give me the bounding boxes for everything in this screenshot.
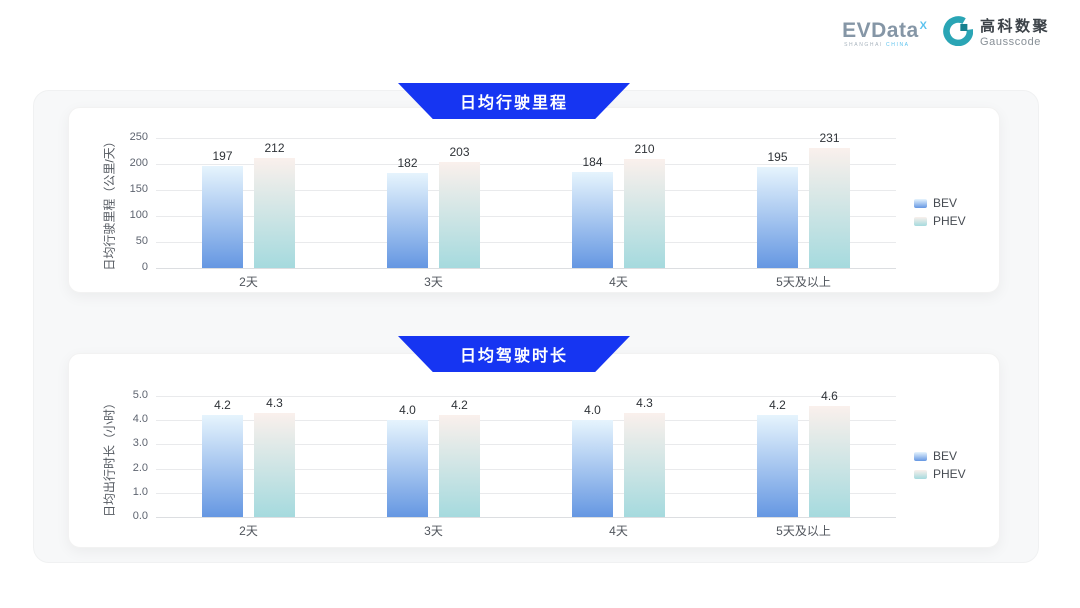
- legend-label: BEV: [933, 196, 958, 210]
- y-tick-label: 0.0: [132, 510, 148, 522]
- bar-bev[interactable]: [572, 172, 613, 268]
- y-tick-label: 150: [129, 183, 148, 195]
- bar-phev[interactable]: [254, 412, 295, 517]
- gridline: [156, 444, 896, 446]
- x-category-label: 5天及以上: [776, 275, 831, 289]
- bar-value-label: 4.2: [769, 398, 786, 413]
- y-tick-label: 200: [129, 157, 148, 169]
- legend-label: BEV: [933, 449, 958, 463]
- chart2-card: 日均出行时长（小时） 0.0 1.0 2.0 3.0 4.0 5.0 4.2 4.3 4.0 4.2…: [68, 353, 1000, 548]
- y-tick-label: 5.0: [132, 389, 148, 401]
- chart2-plot: 4.2 4.3 4.0 4.2 4.0 4.3 4.2 4.6: [156, 389, 896, 518]
- bar-phev[interactable]: [624, 158, 665, 268]
- evdata-wordmark: EVDataX: [842, 20, 927, 41]
- bar-value-label: 184: [582, 155, 603, 170]
- gridline: [156, 242, 896, 243]
- gridline: [156, 164, 896, 165]
- bar-bev[interactable]: [387, 173, 428, 268]
- chart1-title: 日均行驶里程: [459, 95, 568, 112]
- bar-value-label: 4.3: [636, 395, 653, 410]
- x-category-label: 4天: [609, 275, 628, 289]
- x-category-label: 2天: [239, 275, 258, 289]
- gausscode-cn: 高科数聚: [979, 18, 1050, 36]
- bar-value-label: 203: [449, 145, 470, 160]
- chart1-title-banner: 日均行驶里程: [398, 83, 630, 119]
- bar-value-label: 210: [634, 141, 655, 156]
- x-category-label: 2天: [239, 524, 258, 538]
- gausscode-text: 高科数聚 Gausscode: [980, 19, 1050, 48]
- bar-bev[interactable]: [387, 420, 428, 517]
- bar-value-label: 182: [397, 156, 418, 171]
- gridline: [156, 420, 896, 422]
- evdata-superscript: X: [919, 19, 927, 32]
- chart1-card: 日均行驶里程（公里/天） 0 50 100 150 200 250 197 212 182 203 1…: [68, 107, 1000, 293]
- header-logos: EVDataX SHANGHAI CHINA 高科数聚 Gausscode: [842, 16, 1050, 51]
- bar-bev[interactable]: [202, 165, 243, 268]
- evdata-subtext: SHANGHAI CHINA: [844, 41, 910, 48]
- bar-value-label: 4.6: [821, 388, 838, 403]
- legend-label: PHEV: [933, 467, 966, 481]
- bar-bev[interactable]: [202, 415, 243, 517]
- bar-value-label: 197: [212, 148, 233, 163]
- y-tick-label: 1.0: [132, 485, 148, 498]
- y-tick-label: 250: [129, 131, 148, 143]
- bar-value-label: 4.3: [266, 395, 283, 410]
- legend-item-phev[interactable]: PHEV: [914, 214, 966, 228]
- chart2-title-banner: 日均驾驶时长: [398, 336, 630, 372]
- gridline: [156, 396, 896, 397]
- x-category-label: 5天及以上: [776, 524, 831, 538]
- gridline: [156, 468, 896, 470]
- evdata-logo: EVDataX SHANGHAI CHINA: [842, 20, 927, 48]
- legend-item-bev[interactable]: BEV: [914, 196, 966, 210]
- bar-phev[interactable]: [439, 415, 480, 517]
- gridline: [156, 492, 896, 494]
- bar-bev[interactable]: [572, 420, 613, 517]
- gridline: [156, 517, 896, 518]
- gausscode-logo: 高科数聚 Gausscode: [943, 16, 1050, 51]
- evdata-name: EVData: [842, 18, 919, 42]
- bar-value-label: 231: [819, 130, 840, 145]
- legend-label: PHEV: [933, 214, 966, 228]
- x-category-label: 3天: [424, 275, 443, 289]
- gridline: [156, 216, 896, 217]
- gridline: [156, 138, 896, 139]
- gridline: [156, 190, 896, 191]
- bar-bev[interactable]: [757, 415, 798, 517]
- gausscode-icon: [943, 16, 974, 51]
- chart2-title: 日均驾驶时长: [459, 348, 568, 365]
- bar-phev[interactable]: [809, 405, 850, 517]
- gausscode-en: Gausscode: [979, 35, 1042, 48]
- bar-value-label: 212: [264, 140, 285, 155]
- y-tick-label: 4.0: [132, 413, 148, 426]
- chart1-legend: BEV PHEV: [914, 196, 966, 228]
- legend-item-phev[interactable]: PHEV: [914, 467, 966, 481]
- gridline: [156, 268, 896, 269]
- chart1-plot: 197 212 182 203 184 210 195 231: [156, 131, 896, 269]
- bar-bev[interactable]: [757, 166, 798, 268]
- y-tick-label: 100: [129, 209, 148, 221]
- bar-value-label: 4.2: [451, 398, 468, 413]
- legend-marker-bev: [914, 451, 927, 461]
- y-tick-label: 50: [135, 235, 148, 247]
- bar-value-label: 4.0: [584, 403, 601, 418]
- legend-marker-bev: [914, 198, 927, 208]
- x-category-label: 4天: [609, 524, 628, 538]
- bar-value-label: 195: [767, 149, 788, 164]
- y-tick-label: 3.0: [132, 437, 148, 450]
- legend-marker-phev: [914, 216, 927, 226]
- bar-phev[interactable]: [254, 157, 295, 268]
- chart2-legend: BEV PHEV: [914, 449, 966, 481]
- y-axis-title-text: 日均行驶里程（公里/天）: [102, 135, 117, 271]
- bar-phev[interactable]: [809, 147, 850, 268]
- legend-marker-phev: [914, 469, 927, 479]
- bar-phev[interactable]: [624, 412, 665, 517]
- legend-item-bev[interactable]: BEV: [914, 449, 966, 463]
- y-tick-label: 0: [141, 261, 148, 273]
- bar-value-label: 4.0: [399, 403, 416, 418]
- y-tick-label: 2.0: [132, 461, 148, 474]
- x-category-label: 3天: [424, 524, 443, 538]
- bar-phev[interactable]: [439, 162, 480, 268]
- bar-value-label: 4.2: [214, 398, 231, 413]
